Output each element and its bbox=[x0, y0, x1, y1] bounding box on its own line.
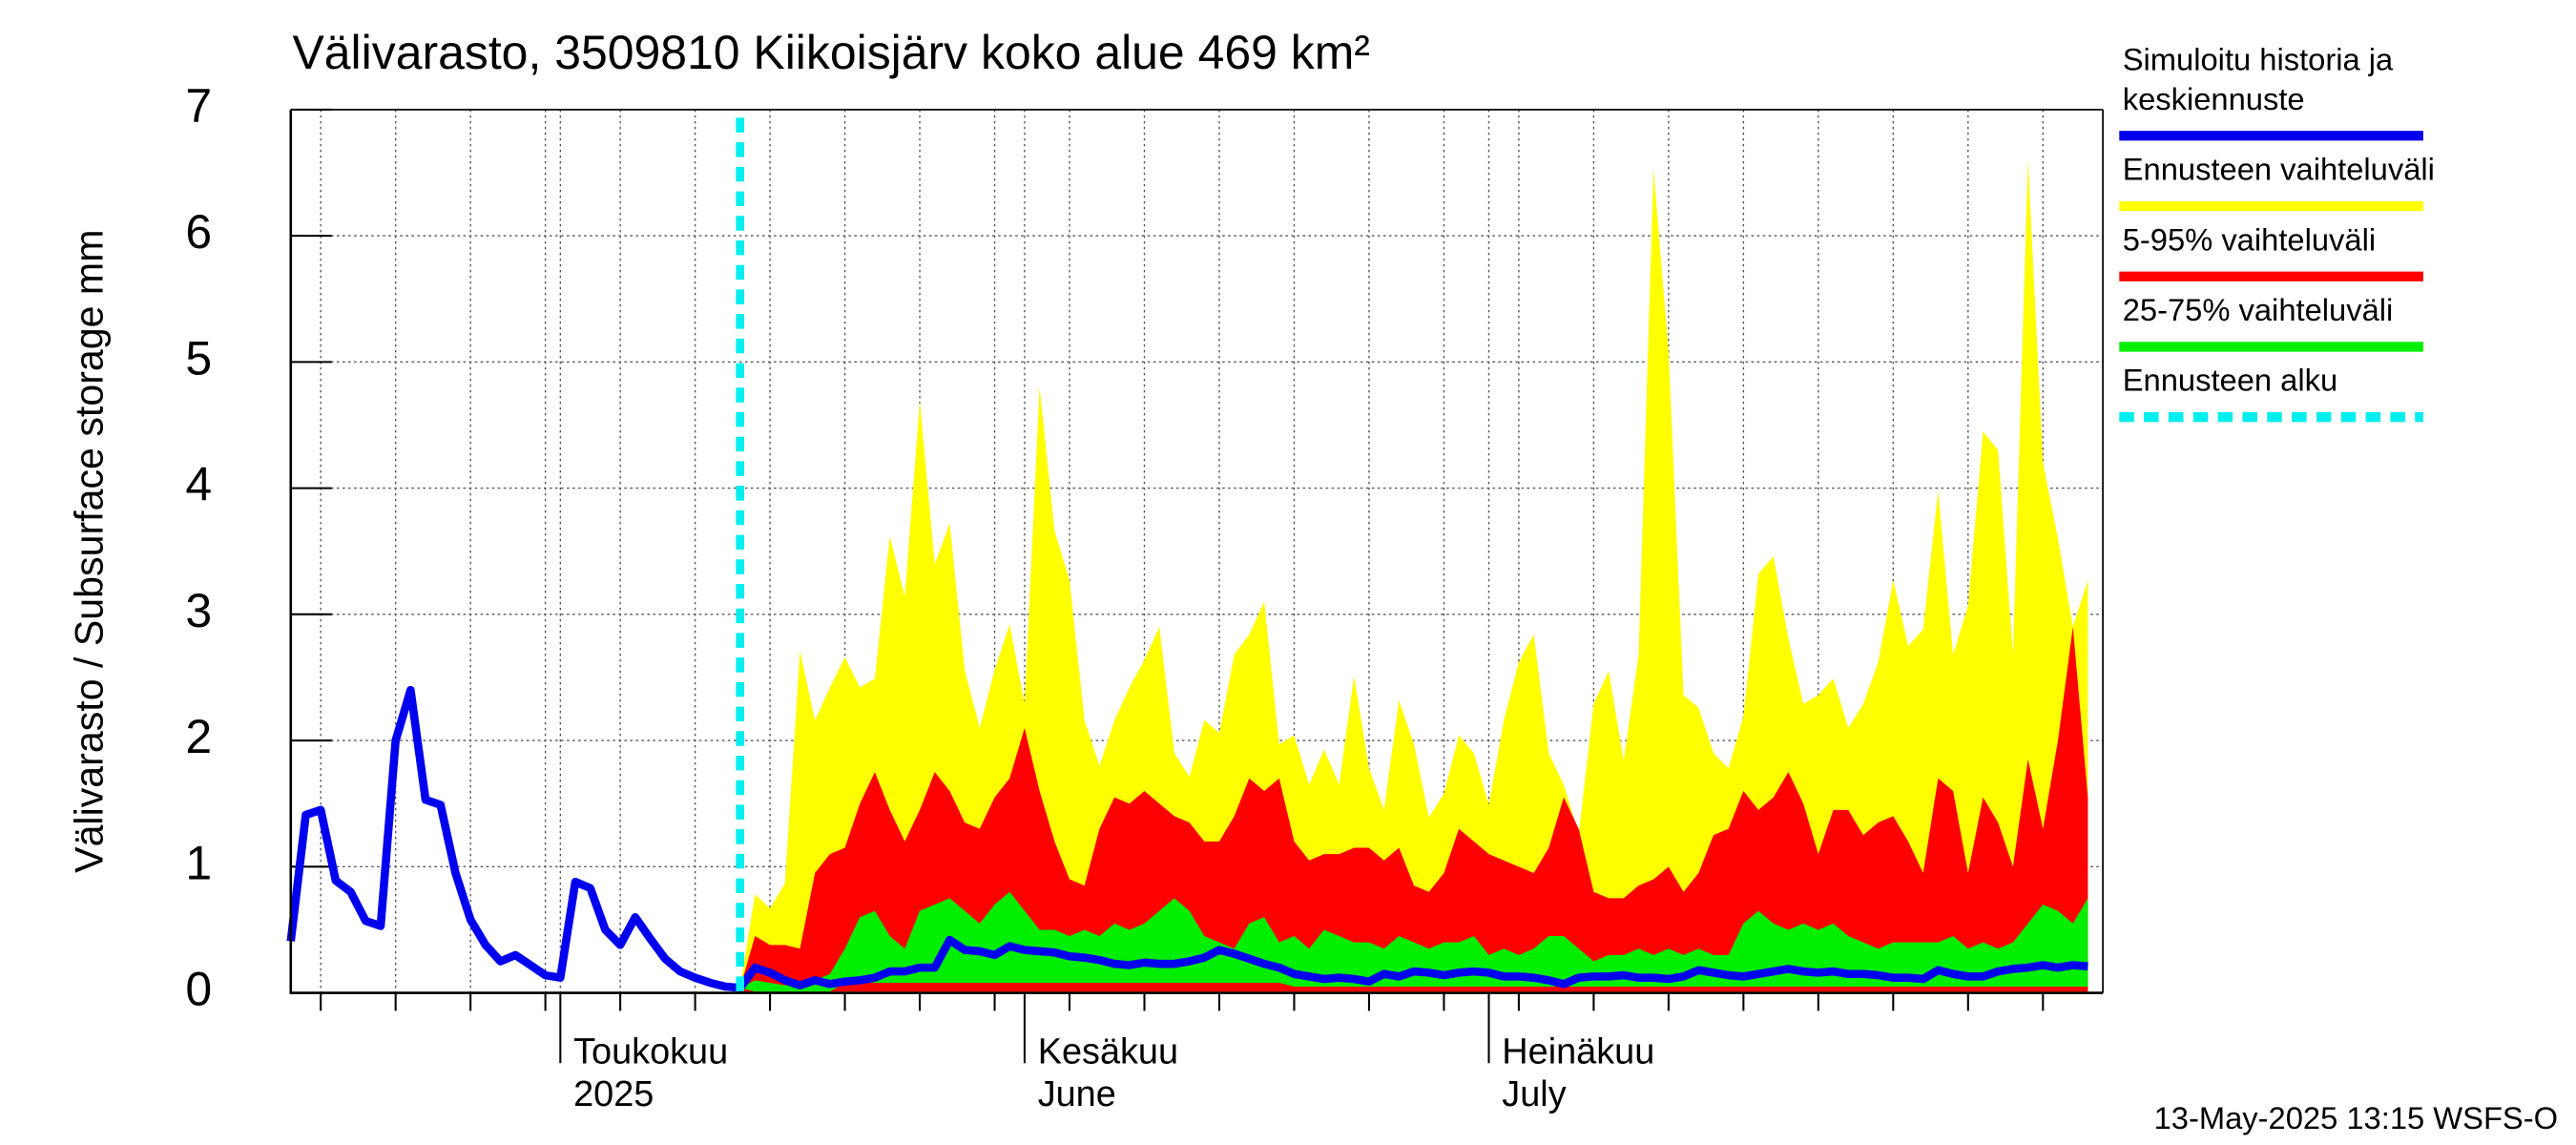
legend-label-line: Ennusteen vaihteluväli bbox=[2123, 152, 2435, 187]
y-tick-label: 2 bbox=[185, 710, 212, 763]
legend-label-line: Simuloitu historia ja bbox=[2123, 42, 2394, 77]
axis-frame bbox=[289, 109, 2104, 994]
forecast-band bbox=[739, 627, 2088, 993]
x-tick-label: July bbox=[1502, 1074, 1566, 1114]
legend-label-line: Ennusteen alku bbox=[2123, 363, 2337, 398]
y-tick-label: 0 bbox=[185, 963, 212, 1016]
x-tick-label: Toukokuu bbox=[573, 1031, 728, 1072]
chart-title: Välivarasto, 3509810 Kiikoisjärv koko al… bbox=[293, 26, 1370, 79]
legend-label-line: 25-75% vaihteluväli bbox=[2123, 292, 2394, 327]
legend-label: 5-95% vaihteluväli bbox=[2123, 221, 2376, 257]
legend-label: Simuloitu historia ja keskiennuste bbox=[2123, 42, 2394, 116]
x-tick-label: 2025 bbox=[573, 1074, 654, 1114]
y-tick-label: 4 bbox=[185, 458, 212, 511]
forecast-band bbox=[739, 159, 2088, 993]
median-line bbox=[286, 685, 2088, 992]
legend-label-line: 5-95% vaihteluväli bbox=[2123, 221, 2376, 257]
x-tick-label: June bbox=[1038, 1074, 1116, 1114]
legend-label: Ennusteen vaihteluväli bbox=[2123, 152, 2435, 187]
y-tick-label: 6 bbox=[185, 205, 212, 259]
forecast-band bbox=[739, 891, 2088, 992]
x-tick-label: Kesäkuu bbox=[1038, 1031, 1178, 1072]
legend-label: 25-75% vaihteluväli bbox=[2123, 292, 2394, 327]
y-tick-label: 7 bbox=[185, 79, 212, 133]
y-tick-label: 1 bbox=[185, 837, 212, 890]
y-tick-label: 5 bbox=[185, 332, 212, 385]
y-tick-label: 3 bbox=[185, 584, 212, 637]
legend-label-line: keskiennuste bbox=[2123, 81, 2305, 116]
x-tick-label: Heinäkuu bbox=[1502, 1031, 1654, 1072]
legend-label: Ennusteen alku bbox=[2123, 363, 2337, 398]
y-axis-label: Välivarasto / Subsurface storage mm bbox=[67, 230, 111, 873]
timestamp: 13-May-2025 13:15 WSFS-O bbox=[2154, 1100, 2558, 1135]
